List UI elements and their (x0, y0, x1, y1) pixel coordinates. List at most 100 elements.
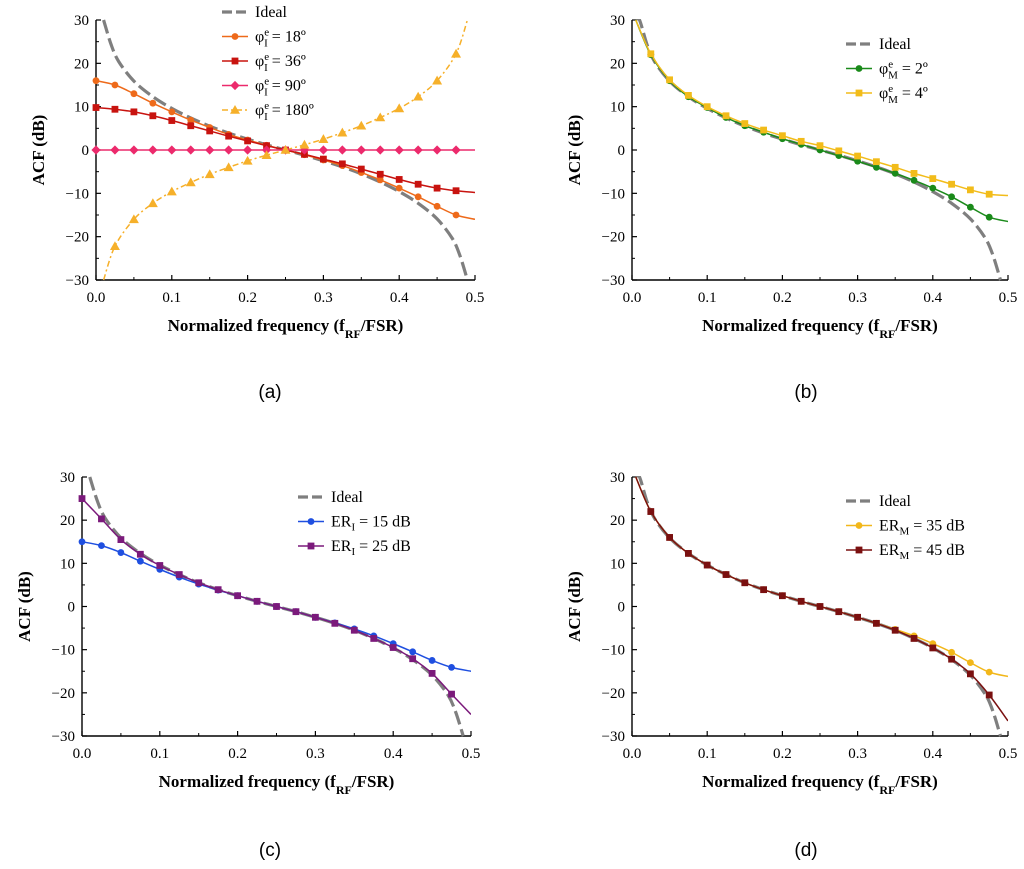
series-em-4-point (779, 132, 786, 140)
y-tick-label: 0 (82, 143, 90, 159)
legend-marker (231, 57, 239, 65)
series-ei-36-point (357, 165, 365, 173)
legend-marker (855, 65, 863, 72)
x-tick-label: 0.3 (848, 746, 867, 762)
series-ei-18-point (187, 116, 195, 124)
series-ei-36-point (320, 155, 327, 163)
series-ei-180-point (261, 150, 272, 159)
legend-entry-eri-25-db: ERI = 25 dB (298, 538, 411, 558)
series-eri-25-db-point (234, 592, 241, 600)
panel-a: −30 −20 −10 0 10 20 30 0.0 0.1 0.2 0.3 0.4 0.5 Normal… (29, 4, 484, 403)
y-tick-label: 10 (60, 556, 75, 572)
x-tick-label: 0.1 (698, 746, 717, 762)
series-em-4-point (948, 180, 955, 188)
legend-entry-ei-90: φe I = 90º (222, 76, 306, 99)
y-tick-label: −20 (52, 686, 75, 702)
legend-label: φe I = 180º (255, 100, 314, 123)
series-ei-18-point (130, 90, 138, 98)
x-tick-label: 0.5 (999, 290, 1018, 306)
legend-label: ERI = 15 dB (331, 514, 411, 534)
series-erm-45-db-point (779, 592, 786, 600)
y-tick-label: 30 (610, 470, 625, 486)
y-tick-label: −30 (602, 729, 625, 745)
series-ei-18-point (452, 211, 460, 219)
series-ei-90-point (91, 145, 101, 155)
y-tick-label: −10 (66, 186, 89, 202)
x-tick-label: 0.0 (73, 746, 92, 762)
y-axis-title: ACF (dB) (29, 115, 48, 186)
series-ei-90-point (186, 145, 196, 155)
series-ei-36-point (452, 187, 460, 195)
series-ei-36-point (187, 122, 195, 130)
series-erm-45-db-point (685, 550, 692, 557)
series-em-4-point (835, 147, 843, 155)
series-eri-25-db-point (117, 536, 125, 543)
y-tick-label: 0 (618, 143, 626, 159)
series-ei-36-point (376, 170, 384, 178)
series-ei-90-point (167, 145, 177, 155)
series-erm-35-db-line (635, 476, 1008, 678)
x-axis-title: Normalized frequency (fRF/FSR) (159, 772, 395, 797)
series-ei-36-point (225, 132, 233, 140)
series-ei-36-point (338, 160, 346, 168)
series-eri-25-db-point (312, 613, 319, 621)
y-tick-label: 30 (74, 13, 89, 29)
legend-entry-em-2: φe M = 2º (846, 59, 928, 82)
legend-marker (230, 80, 240, 91)
y-tick-label: −10 (52, 643, 75, 659)
series-em-2-point (910, 176, 918, 184)
legend-entry-ideal: Ideal (222, 4, 288, 21)
series-eri-15-db-point (428, 657, 436, 664)
legend-label: φe M = 2º (879, 59, 928, 82)
y-tick-label: 20 (60, 513, 75, 529)
x-tick-label: 0.4 (384, 746, 403, 762)
x-tick-label: 0.3 (314, 290, 333, 306)
series-eri-15-db-point (98, 542, 105, 550)
series-em-2-point (948, 193, 955, 201)
y-tick-label: −20 (602, 686, 625, 702)
x-tick-label: 0.0 (623, 290, 642, 306)
series-ei-90-point (394, 145, 404, 155)
series-ei-90-point (110, 145, 120, 155)
series-em-2-point (891, 170, 899, 177)
series-ei-18-point (414, 193, 422, 201)
series-ei-180-point (432, 75, 443, 85)
series-erm-45-db-point (647, 508, 655, 515)
legend-label: Ideal (879, 36, 912, 53)
legend-label: φe M = 4º (879, 83, 928, 106)
y-axis-title: ACF (dB) (15, 571, 34, 642)
series-em-4-point (891, 163, 899, 171)
legend-label: Ideal (331, 489, 364, 506)
series-eri-25-db-point (273, 603, 280, 610)
y-tick-label: −30 (52, 729, 75, 745)
series-ei-180-point (204, 169, 215, 179)
series-eri-25-db-point (428, 670, 436, 677)
series-ei-180-point (242, 155, 253, 165)
legend-entry-ei-18: φe I = 18º (222, 27, 306, 50)
legend-entry-eri-15-db: ERI = 15 dB (298, 514, 411, 534)
series-em-2-point (873, 163, 880, 171)
legend-label: φe I = 36º (255, 51, 306, 74)
x-axis-title: Normalized frequency (fRF/FSR) (168, 316, 404, 341)
x-tick-label: 0.4 (390, 290, 409, 306)
series-ei-90-point (243, 145, 253, 155)
legend-marker (307, 518, 315, 525)
series-ei-36-point (168, 117, 176, 124)
series-ei-180-point (394, 103, 405, 113)
series-em-4-point (722, 112, 730, 120)
series-ei-36-point (149, 112, 157, 120)
legend-marker (231, 33, 239, 40)
series-erm-45-db-point (929, 644, 937, 652)
series-em-4-point (703, 103, 711, 111)
legend-marker (855, 546, 863, 554)
series-eri-15-db-point (117, 549, 125, 556)
series-eri-25-db-point (370, 635, 378, 642)
legend-label: ERM = 45 dB (879, 542, 965, 562)
x-tick-label: 0.2 (228, 746, 247, 762)
series-erm-45-db-point (722, 571, 730, 578)
x-axis-title: Normalized frequency (fRF/FSR) (702, 316, 938, 341)
series-ei-90-point (451, 145, 461, 155)
series-ei-90-point (413, 145, 423, 155)
series-ei-90-point (432, 145, 442, 155)
series-eri-25-db-point (98, 515, 105, 523)
